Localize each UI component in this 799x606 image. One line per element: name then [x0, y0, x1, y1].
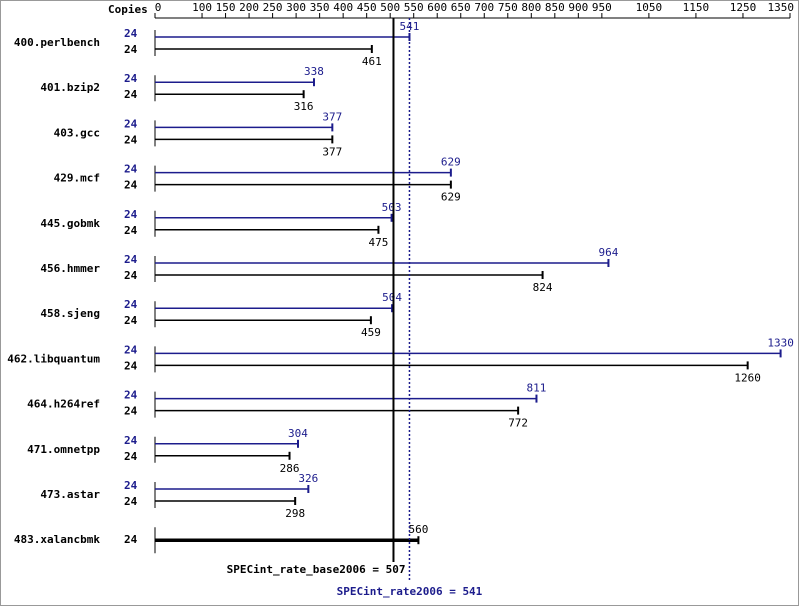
x-tick-label: 500 — [380, 1, 400, 14]
value-label: 503 — [382, 201, 402, 214]
x-tick-label: 100 — [192, 1, 212, 14]
value-label: 377 — [322, 145, 342, 158]
copies-label: 24 — [124, 88, 138, 101]
x-tick-label: 200 — [239, 1, 259, 14]
x-tick-label: 1150 — [683, 1, 710, 14]
x-tick-label: 650 — [451, 1, 471, 14]
category-label: 471.omnetpp — [27, 443, 100, 456]
x-tick-label: 400 — [333, 1, 353, 14]
value-label: 811 — [527, 382, 547, 395]
x-tick-label: 350 — [310, 1, 330, 14]
value-label: 629 — [441, 156, 461, 169]
category-label: 445.gobmk — [40, 217, 100, 230]
category-label: 456.hmmer — [40, 262, 100, 275]
value-label: 772 — [508, 417, 528, 430]
value-label: 1260 — [734, 371, 761, 384]
value-label: 459 — [361, 326, 381, 339]
reference-label: SPECint_rate2006 = 541 — [337, 585, 483, 598]
copies-label: 24 — [124, 343, 138, 356]
copies-label: 24 — [124, 434, 138, 447]
value-label: 560 — [408, 523, 428, 536]
copies-label: 24 — [124, 269, 138, 282]
copies-label: 24 — [124, 117, 138, 130]
x-tick-label: 1050 — [636, 1, 663, 14]
value-label: 338 — [304, 65, 324, 78]
copies-label: 24 — [124, 359, 138, 372]
category-label: 464.h264ref — [27, 398, 100, 411]
category-label: 429.mcf — [54, 172, 100, 185]
value-label: 824 — [533, 281, 553, 294]
value-label: 298 — [285, 507, 305, 520]
x-tick-label: 450 — [357, 1, 377, 14]
x-tick-label: 900 — [568, 1, 588, 14]
copies-label: 24 — [124, 479, 138, 492]
value-label: 326 — [298, 472, 318, 485]
x-tick-label: 1350 — [768, 1, 795, 14]
value-label: 377 — [322, 110, 342, 123]
copies-label: 24 — [124, 43, 138, 56]
copies-label: 24 — [124, 27, 138, 40]
category-label: 400.perlbench — [14, 36, 100, 49]
copies-label: 24 — [124, 208, 138, 221]
copies-label: 24 — [124, 450, 138, 463]
x-tick-label: 150 — [216, 1, 236, 14]
x-tick-label: 850 — [545, 1, 565, 14]
copies-label: 24 — [124, 495, 138, 508]
value-label: 475 — [368, 236, 388, 249]
copies-label: 24 — [124, 133, 138, 146]
category-label: 483.xalancbmk — [14, 533, 100, 546]
copies-label: 24 — [124, 298, 138, 311]
copies-label: 24 — [124, 163, 138, 176]
category-label: 403.gcc — [54, 126, 100, 139]
x-tick-label: 750 — [498, 1, 518, 14]
copies-label: 24 — [124, 389, 138, 402]
value-label: 964 — [598, 246, 618, 259]
x-tick-label: 800 — [521, 1, 541, 14]
category-label: 401.bzip2 — [40, 81, 100, 94]
value-label: 629 — [441, 191, 461, 204]
x-tick-label: 550 — [404, 1, 424, 14]
x-tick-label: 250 — [263, 1, 283, 14]
category-label: 458.sjeng — [40, 307, 100, 320]
x-tick-label: 300 — [286, 1, 306, 14]
value-label: 286 — [280, 462, 300, 475]
copies-label: 24 — [124, 533, 138, 546]
value-label: 461 — [362, 55, 382, 68]
copies-label: 24 — [124, 72, 138, 85]
copies-label: 24 — [124, 224, 138, 237]
category-label: 473.astar — [40, 488, 100, 501]
value-label: 304 — [288, 427, 308, 440]
copies-label: 24 — [124, 253, 138, 266]
copies-label: 24 — [124, 405, 138, 418]
x-tick-label: 700 — [474, 1, 494, 14]
copies-label: 24 — [124, 179, 138, 192]
value-label: 504 — [382, 291, 402, 304]
value-label: 1330 — [767, 336, 794, 349]
x-tick-label: 600 — [427, 1, 447, 14]
x-tick-label: 950 — [592, 1, 612, 14]
category-label: 462.libquantum — [7, 352, 100, 365]
x-tick-label: 0 — [155, 1, 162, 14]
x-tick-label: 1250 — [730, 1, 757, 14]
copies-label: 24 — [124, 314, 138, 327]
reference-label: SPECint_rate_base2006 = 507 — [227, 563, 406, 576]
value-label: 316 — [294, 100, 314, 113]
axis-label: Copies — [108, 3, 148, 16]
